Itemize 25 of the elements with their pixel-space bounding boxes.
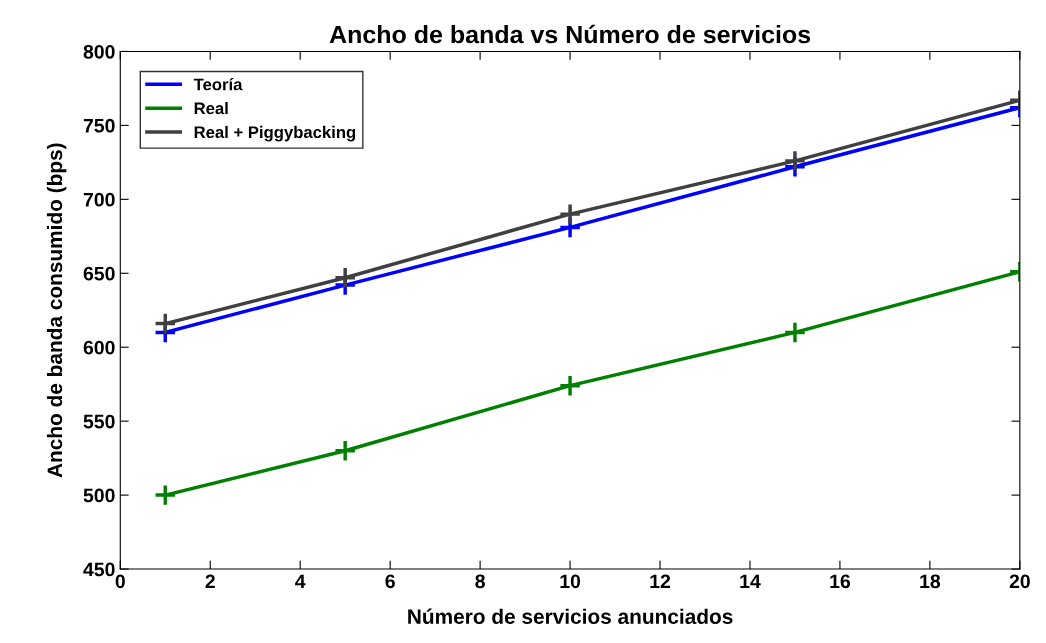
- y-axis-title: Ancho de banda consumido (bps): [46, 143, 67, 478]
- x-tick-label: 2: [205, 574, 215, 589]
- y-tick-label: 700: [83, 192, 115, 207]
- y-tick-label: 650: [83, 266, 115, 281]
- x-tick-label: 4: [295, 574, 306, 589]
- x-tick-label: 0: [115, 574, 125, 589]
- x-axis-title: Número de servicios anunciados: [408, 608, 733, 625]
- x-tick-label: 6: [385, 574, 395, 589]
- chart-title: Ancho de banda vs Número de servicios: [329, 24, 811, 44]
- x-tick-label: 12: [650, 574, 671, 589]
- legend-label: Real + Piggybacking: [194, 125, 356, 142]
- legend-label: Real: [194, 101, 228, 115]
- x-tick-label: 10: [560, 574, 581, 589]
- x-tick-label: 8: [475, 574, 485, 589]
- legend-label: Teoría: [193, 77, 243, 91]
- y-tick-label: 600: [83, 340, 115, 355]
- x-tick-label: 14: [740, 574, 761, 589]
- x-tick-label: 18: [920, 574, 941, 589]
- y-tick-label: 800: [83, 44, 115, 59]
- y-tick-label: 500: [83, 488, 115, 503]
- x-tick-label: 20: [1009, 574, 1030, 589]
- y-tick-label: 550: [83, 414, 115, 429]
- y-tick-label: 450: [83, 562, 115, 577]
- x-tick-label: 16: [830, 574, 851, 589]
- y-tick-label: 750: [83, 118, 115, 133]
